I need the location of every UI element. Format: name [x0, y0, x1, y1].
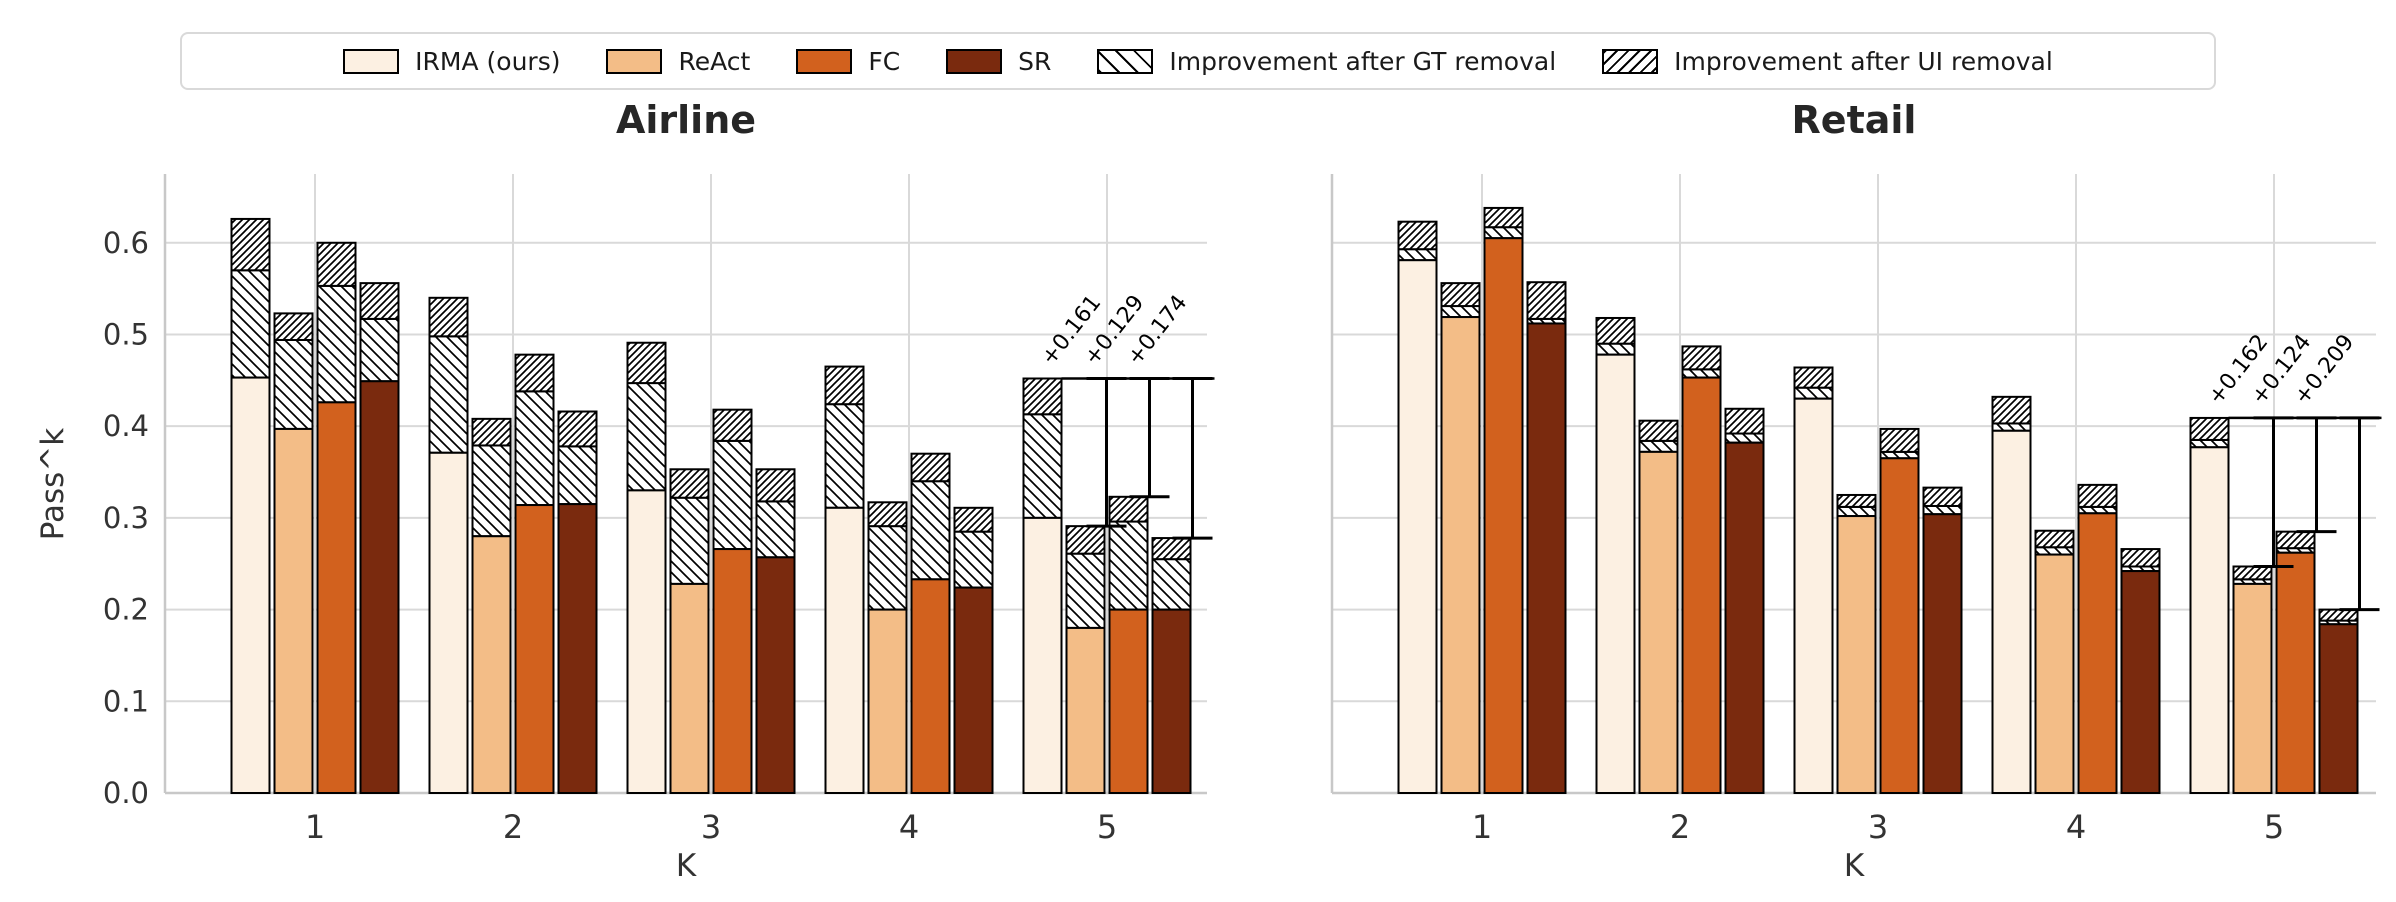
- legend-label: Improvement after UI removal: [1674, 46, 2053, 76]
- bar-retail-k5-sr: [2318, 608, 2359, 795]
- bar-airline-k1-sr: [359, 282, 400, 794]
- bar-retail-k5-fc: [2275, 530, 2316, 794]
- bar-airline-k3-react: [669, 468, 710, 794]
- bar-retail-k4-sr: [2120, 548, 2161, 794]
- legend-item-sr: SR: [946, 47, 1051, 76]
- tick-labels: 1 2 3 4 5: [1472, 808, 2284, 846]
- y-tick-label: 0.3: [103, 501, 149, 535]
- bar-airline-k3-irma-ours: [626, 341, 667, 794]
- bar-airline-k5-irma-ours: [1022, 377, 1063, 795]
- y-tick-label: 0.0: [103, 776, 149, 810]
- x-tick-label: 2: [503, 808, 523, 846]
- bar-airline-k4-sr: [953, 506, 994, 794]
- y-tick-label: 0.2: [103, 593, 149, 627]
- bar-retail-k2-fc: [1681, 345, 1722, 794]
- bar-airline-k4-fc: [910, 452, 951, 795]
- bar-retail-k2-sr: [1724, 407, 1765, 794]
- airline-x-axis-label: K: [675, 848, 697, 884]
- bar-retail-k3-react: [1836, 493, 1877, 794]
- legend-item-react: ReAct: [606, 47, 750, 76]
- legend-label: IRMA (ours): [415, 46, 561, 76]
- bar-retail-k3-sr: [1922, 486, 1963, 795]
- x-tick-label: 5: [1097, 808, 1117, 846]
- retail-x-axis-label: K: [1843, 848, 1865, 884]
- legend-label: Improvement after GT removal: [1169, 46, 1557, 76]
- bar-airline-k5-react: [1065, 525, 1106, 795]
- y-tick-label: 0.5: [103, 317, 149, 351]
- bar-retail-k4-react: [2034, 529, 2075, 794]
- irma-swatch: [343, 48, 400, 74]
- ui-removal-hatch-swatch: [1602, 48, 1659, 74]
- bar-retail-k4-fc: [2077, 483, 2118, 794]
- sr-swatch: [946, 48, 1003, 74]
- x-tick-label: 1: [1472, 808, 1492, 846]
- retail-title: Retail: [1791, 98, 1917, 142]
- tick-labels: 1 2 3 4 5 0.0 0.1 0.2 0.3 0.4 0.5 0.6: [103, 226, 1117, 846]
- y-tick-label: 0.6: [103, 226, 149, 260]
- airline-title: Airline: [615, 98, 757, 142]
- x-tick-label: 4: [2066, 808, 2086, 846]
- x-tick-label: 2: [1670, 808, 1690, 846]
- x-tick-label: 3: [1868, 808, 1888, 846]
- bar-retail-k2-react: [1638, 419, 1679, 794]
- x-tick-label: 1: [305, 808, 325, 846]
- legend-label: FC: [868, 46, 901, 76]
- legend: IRMA (ours) ReAct FC SR Improvement afte…: [180, 32, 2216, 90]
- bar-airline-k4-irma-ours: [824, 365, 865, 794]
- bar-retail-k2-irma-ours: [1595, 316, 1636, 794]
- y-tick-label: 0.1: [103, 684, 149, 718]
- bar-retail-k1-fc: [1483, 206, 1524, 795]
- bar-retail-k1-react: [1440, 282, 1481, 794]
- bar-retail-k3-fc: [1879, 427, 1920, 794]
- bar-retail-k3-irma-ours: [1793, 366, 1834, 794]
- bar-retail-k1-irma-ours: [1397, 220, 1438, 794]
- x-tick-label: 5: [2264, 808, 2284, 846]
- legend-item-irma: IRMA (ours): [343, 47, 560, 76]
- airline-chart: 1 2 3 4 50.00.10.20.30.40.50.6+0.161+0.129+0…: [103, 174, 1215, 846]
- legend-item-gt-removal: Improvement after GT removal: [1097, 47, 1556, 76]
- bar-airline-k1-fc: [316, 241, 357, 794]
- bar-airline-k2-irma-ours: [428, 296, 469, 794]
- bar-airline-k1-irma-ours: [230, 217, 271, 794]
- legend-item-fc: FC: [796, 47, 900, 76]
- bar-retail-k4-irma-ours: [1991, 395, 2032, 794]
- legend-item-ui-removal: Improvement after UI removal: [1602, 47, 2053, 76]
- react-swatch: [606, 48, 663, 74]
- legend-label: SR: [1018, 46, 1052, 76]
- bar-airline-k1-react: [273, 312, 314, 794]
- bar-retail-k1-sr: [1526, 281, 1567, 794]
- bar-airline-k3-fc: [712, 408, 753, 795]
- bar-airline-k2-fc: [514, 353, 555, 794]
- y-tick-label: 0.4: [103, 409, 149, 443]
- retail-chart: 1 2 3 4 5 +0.162+0.124+0.209: [1330, 174, 2382, 846]
- y-axis-label: Pass^k: [35, 427, 71, 541]
- bar-airline-k5-fc: [1108, 495, 1149, 794]
- annotation-k5: +0.162+0.124+0.209: [2204, 330, 2382, 612]
- bar-airline-k3-sr: [755, 468, 796, 794]
- gt-removal-hatch-swatch: [1097, 48, 1154, 74]
- x-tick-label: 4: [899, 808, 919, 846]
- bar-airline-k2-sr: [557, 410, 598, 794]
- bar-retail-k5-irma-ours: [2189, 416, 2230, 794]
- fc-swatch: [796, 48, 853, 74]
- x-tick-label: 3: [701, 808, 721, 846]
- bar-airline-k4-react: [867, 501, 908, 794]
- bar-airline-k2-react: [471, 417, 512, 794]
- bar-airline-k5-sr: [1151, 537, 1192, 794]
- bar-retail-k5-react: [2232, 565, 2273, 794]
- legend-label: ReAct: [678, 46, 751, 76]
